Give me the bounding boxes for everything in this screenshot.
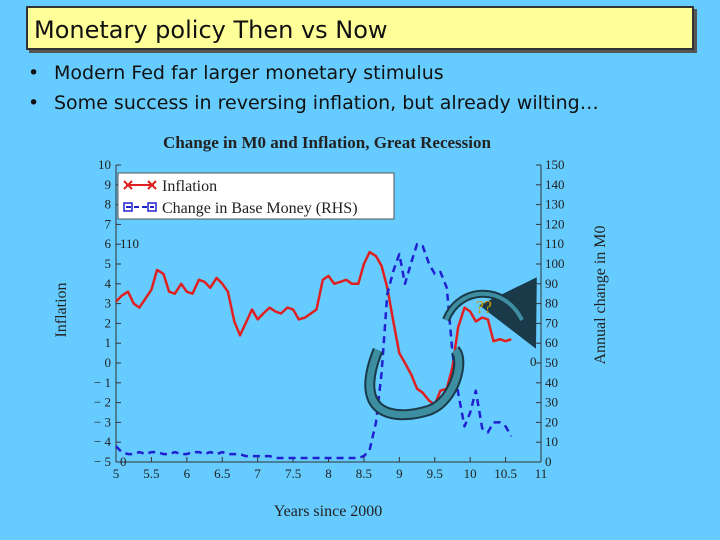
- x-axis-label: Years since 2000: [274, 503, 383, 520]
- y-tick-label: 0: [105, 355, 112, 370]
- x-tick-label: 9.5: [427, 466, 443, 481]
- y-tick-label: − 3: [94, 414, 111, 429]
- y2-tick-label: 50: [545, 355, 558, 370]
- y2-tick-label: 0: [545, 454, 552, 469]
- legend-base-money-marker: [147, 202, 157, 212]
- y-tick-label: 8: [105, 197, 112, 212]
- y-tick-label: − 4: [94, 434, 112, 449]
- x-tick-label: 8.5: [356, 466, 372, 481]
- x-tick-label: 11: [535, 466, 548, 481]
- y2-tick-label: 40: [545, 375, 558, 390]
- bullet-list: • Modern Fed far larger monetary stimulus…: [28, 58, 599, 118]
- y-tick-label: 3: [105, 296, 112, 311]
- y-tick-label: − 1: [94, 375, 111, 390]
- legend: Inflation Change in Base Money (RHS): [117, 172, 395, 220]
- x-tick-label: 6.5: [214, 466, 230, 481]
- bullet-dot-icon: •: [28, 62, 40, 84]
- y2-tick-label: 120: [545, 216, 565, 231]
- bullet-text: Some success in reversing inflation, but…: [54, 92, 599, 114]
- chart: Change in M0 and Inflation, Great Recess…: [53, 133, 609, 520]
- curved-arrow-icon: [444, 291, 524, 321]
- y-tick-label: 6: [105, 236, 112, 251]
- y2-tick-label: 100: [545, 256, 565, 271]
- x-tick-label: 10: [464, 466, 477, 481]
- y-tick-label: 5: [105, 256, 112, 271]
- annotation-110: 110: [120, 236, 139, 251]
- x-tick-label: 10.5: [494, 466, 517, 481]
- slide-title: Monetary policy Then vs Now: [34, 16, 388, 44]
- y2-tick-label: 60: [545, 335, 558, 350]
- legend-base-money-marker: [123, 202, 133, 212]
- annotation-zero-right: 0: [530, 354, 537, 369]
- left-axis: − 5 − 4 − 3 − 2 − 1 0 1 2 3 4 5 6 7 8 9 10: [94, 157, 121, 469]
- annotation-zero-left: 0: [120, 454, 127, 469]
- chart-title: Change in M0 and Inflation, Great Recess…: [163, 133, 491, 152]
- x-tick-label: 8: [325, 466, 332, 481]
- y2-axis-label: Annual change in M0: [592, 225, 609, 364]
- curved-arrow-icon: [366, 347, 463, 419]
- y-tick-label: 4: [105, 276, 112, 291]
- bullet-text: Modern Fed far larger monetary stimulus: [54, 62, 444, 84]
- y-tick-label: − 2: [94, 395, 111, 410]
- y2-tick-label: 20: [545, 414, 558, 429]
- legend-box: [117, 172, 395, 220]
- y-tick-label: 10: [98, 157, 111, 172]
- right-axis: 0 10 20 30 40 50 60 70 80 90 100 110 120 130 140 150: [536, 157, 565, 469]
- y-tick-label: − 5: [94, 454, 111, 469]
- bullet-item: • Some success in reversing inflation, bu…: [28, 88, 599, 118]
- y-tick-label: 2: [105, 315, 112, 330]
- annotation-question: ??: [476, 297, 492, 317]
- y2-tick-label: 30: [545, 395, 558, 410]
- legend-inflation-marker: [147, 180, 157, 190]
- y-axis-label: Inflation: [53, 282, 70, 337]
- legend-inflation-marker: [123, 180, 133, 190]
- y2-tick-label: 10: [545, 434, 558, 449]
- x-tick-label: 9: [396, 466, 403, 481]
- base-money-line: [115, 242, 513, 460]
- y2-tick-label: 80: [545, 296, 558, 311]
- series-layer: [115, 242, 513, 460]
- x-tick-label: 5.5: [143, 466, 159, 481]
- x-tick-label: 5: [113, 466, 120, 481]
- legend-label-inflation: Inflation: [162, 178, 217, 195]
- y2-tick-label: 110: [545, 236, 564, 251]
- bullet-item: • Modern Fed far larger monetary stimulus: [28, 58, 599, 88]
- y-tick-label: 9: [105, 177, 112, 192]
- y-tick-label: 1: [105, 335, 112, 350]
- slide-title-box: Monetary policy Then vs Now: [26, 6, 694, 50]
- legend-label-base-money: Change in Base Money (RHS): [162, 200, 358, 217]
- x-axis: 5 5.5 6 6.5 7 7.5 8 8.5 9 9.5 10 10.5 11: [113, 457, 548, 481]
- x-tick-label: 7: [254, 466, 261, 481]
- bullet-dot-icon: •: [28, 92, 40, 114]
- y2-tick-label: 150: [545, 157, 565, 172]
- y2-tick-label: 140: [545, 177, 565, 192]
- y2-tick-label: 90: [545, 276, 558, 291]
- x-tick-label: 6: [184, 466, 191, 481]
- legend-marks: [123, 180, 157, 212]
- y2-tick-label: 130: [545, 197, 565, 212]
- x-tick-label: 7.5: [285, 466, 301, 481]
- y-tick-label: 7: [105, 216, 112, 231]
- y2-tick-label: 70: [545, 315, 558, 330]
